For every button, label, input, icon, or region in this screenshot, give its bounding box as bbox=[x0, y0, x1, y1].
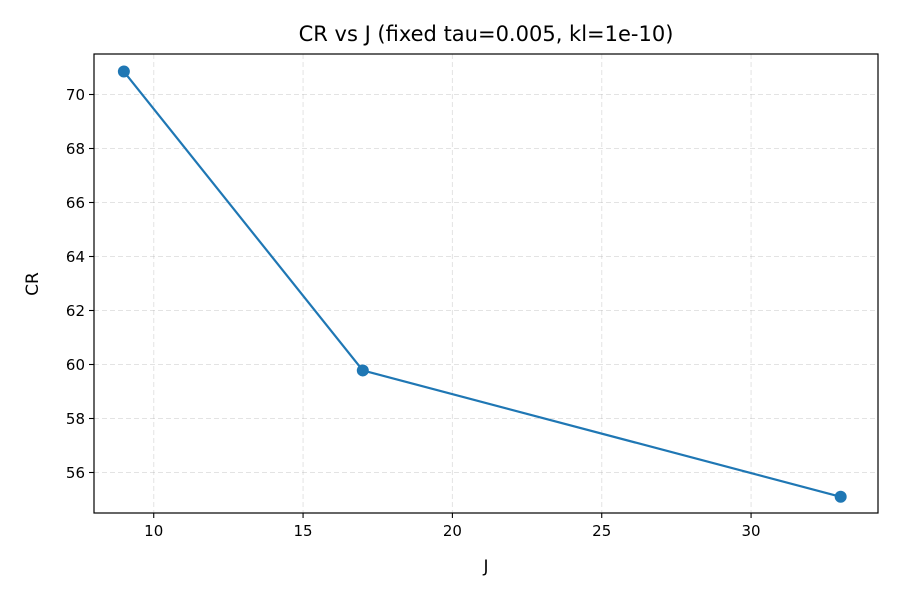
data-point-marker bbox=[834, 490, 847, 503]
x-axis-label: J bbox=[482, 557, 488, 577]
plot-frame bbox=[93, 53, 879, 514]
chart-title: CR vs J (fixed tau=0.005, kl=1e-10) bbox=[299, 22, 674, 46]
y-tick-label: 64 bbox=[66, 248, 85, 266]
x-tick-label: 15 bbox=[294, 522, 313, 540]
grid-layer bbox=[94, 54, 878, 513]
y-tick-label: 70 bbox=[66, 86, 85, 104]
y-tick-label: 58 bbox=[66, 410, 85, 428]
x-tick-label: 10 bbox=[144, 522, 163, 540]
plot-background bbox=[94, 54, 878, 513]
x-tick-label: 30 bbox=[742, 522, 761, 540]
y-tick-label: 68 bbox=[66, 140, 85, 158]
x-tick-label: 25 bbox=[592, 522, 611, 540]
y-tick-label: 62 bbox=[66, 302, 85, 320]
y-tick-label: 66 bbox=[66, 194, 85, 212]
y-tick-label: 56 bbox=[66, 464, 85, 482]
series-layer bbox=[117, 65, 847, 503]
tick-layer: 10 15 20 25 30 56 58 60 62 64 66 68 70 bbox=[66, 86, 761, 540]
y-axis-label: CR bbox=[23, 272, 43, 296]
data-point-marker bbox=[117, 65, 130, 78]
y-tick-label: 60 bbox=[66, 356, 85, 374]
data-point-marker bbox=[356, 364, 369, 377]
x-tick-label: 20 bbox=[443, 522, 462, 540]
